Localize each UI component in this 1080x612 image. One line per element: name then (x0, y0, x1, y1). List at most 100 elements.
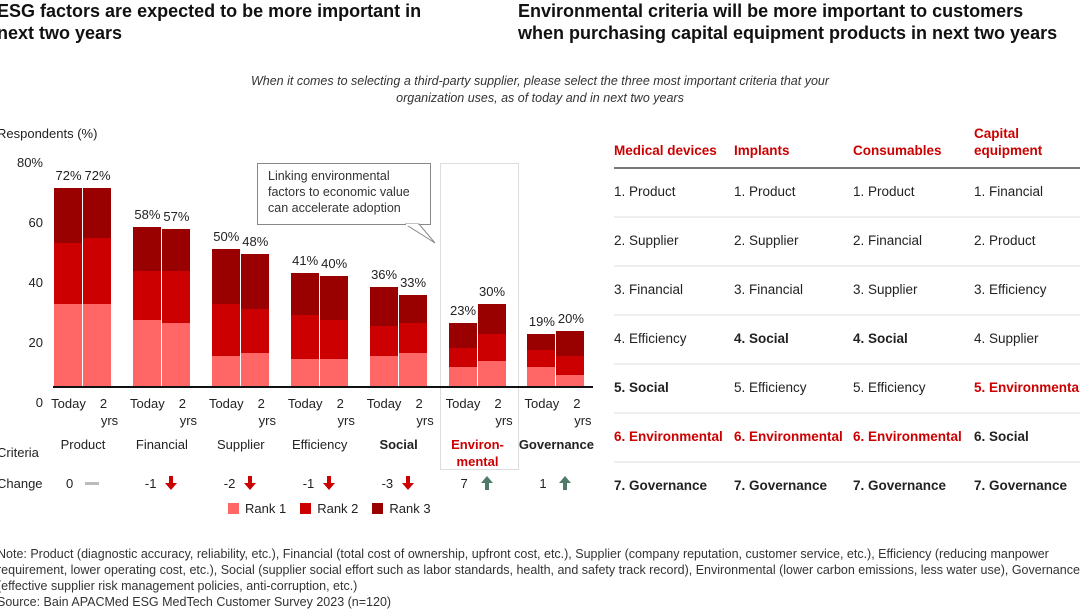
annotation-line: can accelerate adoption (268, 201, 401, 215)
right-title-line: Environmental criteria will be more impo… (518, 1, 1024, 21)
y-tick-label: 40 (28, 275, 43, 290)
category-label: Product (60, 437, 106, 452)
bar-x-label: Today (51, 396, 86, 411)
table-cell: 5. Efficiency (734, 380, 807, 395)
y-axis-label: Respondents (%) (0, 126, 98, 141)
table-cell: 1. Product (614, 184, 676, 199)
right-title-line: when purchasing capital equipment produc… (518, 23, 1058, 43)
bar-x-label: 2 yrs (336, 396, 355, 428)
bar-segment-rank2 (132, 270, 162, 320)
header-rule (614, 167, 1080, 169)
table-cell: 7. Governance (853, 478, 947, 493)
table-cell: 5. Social (614, 380, 669, 395)
bar-segment-rank3 (477, 303, 507, 334)
bar-segment-rank3 (319, 276, 349, 320)
y-tick-label: 80% (16, 155, 43, 170)
arrow-up-icon (559, 476, 572, 490)
bar-x-label: 2 yrs (178, 396, 198, 428)
table-cell: 7. Governance (974, 478, 1068, 493)
bar-segment-rank3 (161, 229, 191, 271)
bar-x-label: Today (130, 396, 165, 411)
bar-segment-rank2 (240, 309, 270, 353)
category-label: Social (379, 437, 418, 452)
change-value: -2 (223, 476, 236, 491)
criteria-label: Criteria (0, 445, 39, 460)
bar-segment-rank2 (319, 320, 349, 359)
table-cell: 7. Governance (614, 478, 708, 493)
legend-label: Rank 1 (245, 501, 287, 516)
bar-segment-rank3 (290, 273, 320, 315)
table-cell: 5. Efficiency (853, 380, 926, 395)
bar-segment-rank2 (211, 303, 241, 356)
bar-segment-rank3 (369, 287, 399, 326)
bar-x-label: 2 yrs (257, 396, 276, 428)
arrow-down-icon (243, 476, 256, 490)
bar-x-label: Today (445, 396, 481, 411)
change-value: 1 (539, 476, 547, 491)
bar-segment-rank1 (527, 366, 557, 386)
subtitle-line: When it comes to selecting a third-party… (250, 74, 830, 88)
bar-segment-rank1 (556, 375, 586, 386)
right-title: Environmental criteria will be more impo… (518, 0, 1057, 44)
bar-segment-rank1 (369, 355, 399, 386)
bar-segment-rank2 (83, 237, 112, 304)
row-separator (614, 461, 1080, 463)
arrow-down-icon (401, 476, 414, 490)
table-cell: 3. Financial (734, 282, 804, 297)
bar-segment-rank3 (398, 295, 428, 323)
table-cell: 6. Environmental (614, 429, 723, 444)
y-tick-label: 20 (28, 335, 43, 350)
row-separator (614, 314, 1080, 316)
table-cell: 4. Supplier (974, 331, 1039, 346)
legend: Rank 1 Rank 2 Rank 3 (228, 501, 431, 516)
bar-segment-rank3 (211, 248, 241, 304)
bar-segment-rank2 (448, 347, 478, 367)
question-subtitle: When it comes to selecting a third-party… (140, 73, 940, 107)
bar-x-label: Today (366, 396, 402, 411)
bar-segment-rank1 (290, 358, 320, 386)
x-axis-baseline (53, 386, 593, 388)
legend-label: Rank 3 (389, 501, 431, 516)
annotation-callout: Linking environmental factors to economi… (257, 163, 431, 225)
table-cell: 1. Product (734, 184, 796, 199)
category-label: Efficiency (291, 437, 348, 452)
table-cell: 2. Financial (853, 233, 923, 248)
bar-segment-rank2 (54, 243, 83, 304)
change-value: -3 (381, 476, 394, 491)
bar-total-label: 72% (55, 168, 82, 183)
table-cell: 4. Social (734, 331, 789, 346)
bar-total-label: 57% (163, 209, 190, 225)
change-label: Change (0, 476, 43, 491)
legend-rank3: Rank 3 (372, 501, 431, 516)
bar-segment-rank2 (527, 350, 557, 367)
bar-x-label: 2 yrs (494, 396, 513, 428)
table-cell: 3. Supplier (853, 282, 918, 297)
bar-segment-rank3 (556, 331, 586, 356)
dash-icon (85, 482, 99, 485)
table-cell: 2. Product (974, 233, 1036, 248)
bar-segment-rank1 (83, 303, 112, 386)
bar-segment-rank2 (161, 270, 191, 323)
left-title-line: next two years (0, 23, 123, 43)
table-cell: 6. Environmental (734, 429, 843, 444)
bar-segment-rank3 (83, 188, 112, 238)
row-separator (614, 363, 1080, 365)
bar-x-label: Today (287, 396, 323, 411)
footnote: Note: Product (diagnostic accuracy, reli… (0, 546, 1080, 610)
subtitle-line: organization uses, as of today and in ne… (396, 91, 684, 105)
bar-total-label: 33% (400, 275, 427, 291)
table-cell: 2. Supplier (614, 233, 679, 248)
bar-segment-rank3 (54, 188, 83, 243)
legend-rank1: Rank 1 (228, 501, 286, 516)
bar-segment-rank2 (369, 325, 399, 356)
bar-x-label: Today (208, 396, 244, 411)
bar-total-label: 48% (242, 234, 269, 249)
change-value: 7 (460, 476, 468, 491)
bar-segment-rank3 (448, 322, 478, 348)
table-header: Consumables (853, 143, 942, 158)
annotation-line: factors to economic value (268, 185, 410, 199)
row-separator (614, 412, 1080, 414)
bar-x-label: 2 yrs (573, 396, 592, 428)
legend-rank2: Rank 2 (300, 501, 358, 516)
category-label: Governance (518, 437, 594, 452)
